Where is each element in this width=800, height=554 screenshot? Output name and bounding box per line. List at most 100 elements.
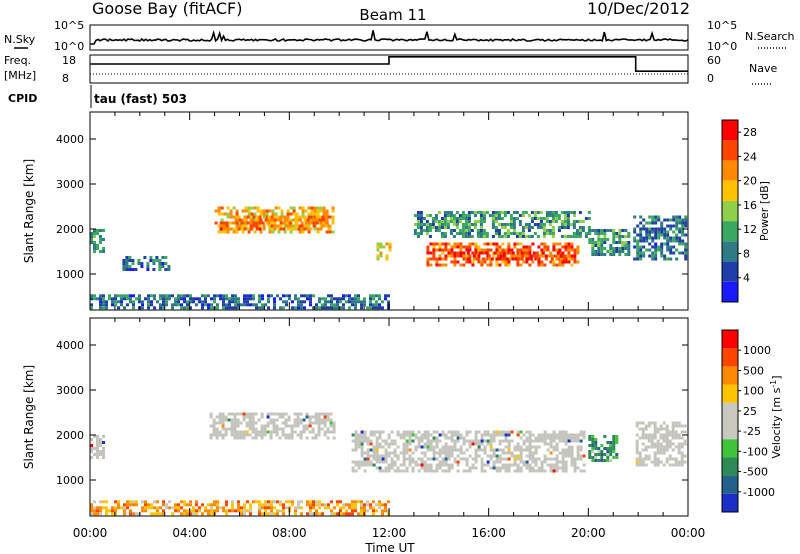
colorbar-swatch [722,348,738,367]
y-tick-label: 1000 [56,474,84,487]
scatter-region [413,211,591,238]
colorbar-tick-label: 25 [743,405,757,418]
scatter-region [90,435,105,459]
y-tick-label: 4000 [56,133,84,146]
colorbar-swatch [722,241,738,262]
scatter-region [90,294,390,310]
colorbar-swatch [722,281,738,302]
freq-label: Freq. [4,54,31,67]
x-tick-label: 04:00 [172,526,207,540]
colorbar-swatch [722,439,738,458]
nsky-tick-top: 10^5 [54,19,84,32]
y-tick-label: 2000 [56,223,84,236]
velocity-data-layer [90,412,687,516]
x-tick-label: 08:00 [272,526,307,540]
colorbar-swatch [722,402,738,421]
scatter-region [351,430,586,473]
nave-label: Nave [749,62,777,75]
x-tick-label: 00:00 [671,526,706,540]
scatter-region [122,256,171,271]
colorbar-tick-label: 12 [743,223,757,236]
freq-trace [90,56,688,72]
scatter-region [588,435,619,462]
nsky-tick-bottom: 10^0 [54,40,84,53]
nsearch-label: N.Search [745,30,795,43]
beam-title: Beam 11 [359,6,426,24]
scatter-region [219,215,331,231]
cpid-value: tau (fast) 503 [94,92,187,106]
colorbar-swatch [722,493,738,512]
colorbar-swatch [722,261,738,282]
scatter-region [90,229,105,253]
x-tick-label: 00:00 [73,526,108,540]
colorbar-tick-label: 100 [743,385,764,398]
x-axis: 00:00 04:00 08:00 12:00 16:00 20:00 00:00 [73,526,706,540]
power-data-layer [90,206,688,310]
colorbar-tick-label: 4 [743,272,750,285]
colorbar-tick-label: -100 [743,445,768,458]
velocity-colorbar: 1000 500 100 25 -25 -100 -500 -1000 [721,329,775,513]
nsky-strip: N.Sky 10^5 10^0 N.Search 10^5 10^0 [4,19,795,53]
colorbar-swatch [722,200,738,222]
y-tick-label: 2000 [56,429,84,442]
scatter-region [633,215,688,261]
scatter-region [426,242,580,267]
y-tick-label: 1000 [56,268,84,281]
freq-unit: [MHz] [4,69,36,82]
x-tick-label: 12:00 [372,526,407,540]
nsky-label: N.Sky [4,33,36,46]
power-colorbar-label: Power [dB] [758,181,771,241]
date-title: 10/Dec/2012 [587,0,690,18]
colorbar-swatch [722,366,738,385]
power-colorbar: 4 8 12 16 20 24 28 [721,119,757,303]
nave-tick-bottom: 0 [707,72,714,85]
colorbar-swatch [722,120,738,141]
nsearch-tick-bottom: 10^0 [707,40,737,53]
power-ylabel: Slant Range [km] [22,159,36,263]
colorbar-tick-label: 28 [743,126,757,139]
x-axis-title: Time UT [364,541,415,554]
x-tick-label: 16:00 [471,526,506,540]
scatter-region [90,500,390,516]
colorbar-tick-label: 24 [743,150,757,163]
freq-tick-top: 18 [62,54,76,67]
colorbar-tick-label: -1000 [743,486,775,499]
colorbar-swatch [722,330,738,349]
colorbar-swatch [722,384,738,403]
station-title: Goose Bay (fitACF) [92,0,242,18]
y-tick-label: 3000 [56,178,84,191]
cpid-label: CPID [8,92,37,105]
freq-tick-bottom: 8 [62,72,69,85]
colorbar-tick-label: 16 [743,199,757,212]
freq-strip: Freq. [MHz] 18 8 Nave 60 0 [4,54,777,85]
colorbar-swatch [722,180,738,201]
colorbar-tick-label: 20 [743,175,757,188]
velocity-colorbar-label: Velocity [m s-1] [769,375,783,458]
colorbar-swatch [722,160,738,181]
colorbar-swatch [722,475,738,494]
y-tick-label: 4000 [56,339,84,352]
colorbar-swatch [722,421,738,440]
velocity-panel: 1000 2000 3000 4000 Slant Range [km] [22,317,689,517]
colorbar-tick-label: 1000 [743,344,771,357]
scatter-region [588,229,631,256]
colorbar-tick-label: -500 [743,466,768,479]
colorbar-swatch [722,140,738,161]
scatter-region [376,242,392,261]
y-tick-label: 3000 [56,384,84,397]
colorbar-tick-label: -25 [743,425,761,438]
scatter-region [209,412,336,440]
scatter-region [635,421,687,467]
x-tick-label: 20:00 [571,526,606,540]
nsearch-tick-top: 10^5 [707,19,737,32]
colorbar-tick-label: 8 [743,247,750,260]
power-panel: 1000 2000 3000 4000 Slant Range [km] [22,111,689,311]
colorbar-swatch [722,221,738,242]
colorbar-swatch [722,457,738,476]
scatter-region [466,251,566,261]
colorbar-tick-label: 500 [743,364,764,377]
nsky-trace [90,29,689,45]
nave-tick-top: 60 [707,54,721,67]
velocity-ylabel: Slant Range [km] [22,365,36,469]
